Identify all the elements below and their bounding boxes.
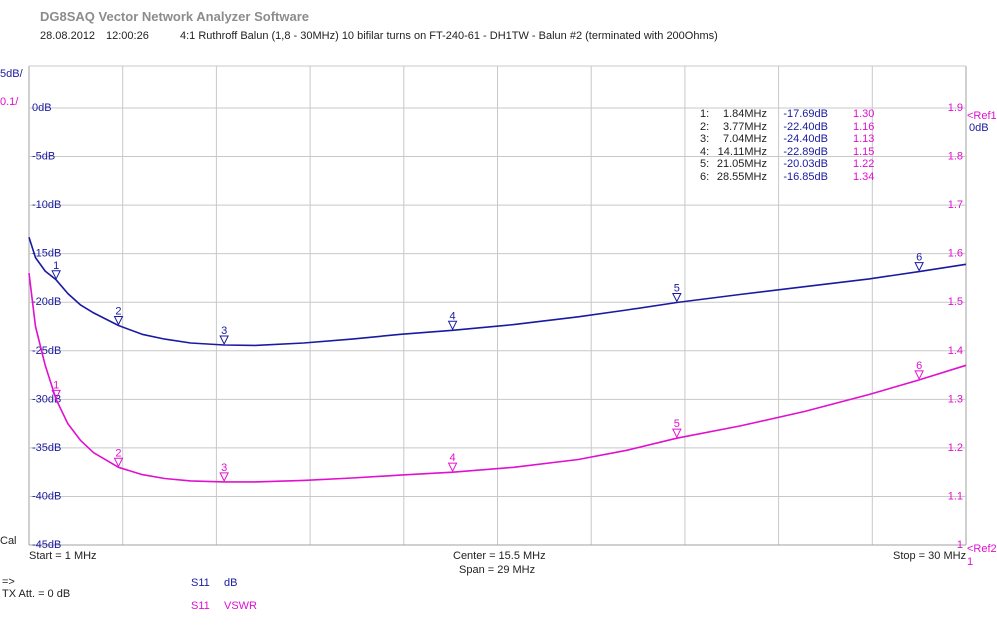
marker-id: 4: <box>700 145 710 158</box>
legend-trace1-param[interactable]: S11 <box>191 577 210 589</box>
marker-id: 1: <box>700 108 710 120</box>
marker-vswr-label: 5 <box>674 418 680 430</box>
right-tick-label: 1.7 <box>948 199 963 211</box>
marker-vswr-label: 2 <box>115 447 121 459</box>
marker-freq: 21.05MHz <box>716 158 767 171</box>
trace-s11-vswr <box>28 273 967 483</box>
marker-db-label: 5 <box>674 283 680 295</box>
left-tick-label: -20dB <box>32 296 61 308</box>
app-title: DG8SAQ Vector Network Analyzer Software <box>40 9 309 24</box>
right-tick-label: 1.8 <box>948 151 963 163</box>
x-start-label: Start = 1 MHz <box>29 550 97 562</box>
marker-db-label: 2 <box>115 306 121 318</box>
marker-vswr: 1.13 <box>853 133 875 146</box>
x-span-label: Span = 29 MHz <box>459 564 536 576</box>
marker-id: 3: <box>700 133 710 146</box>
marker-vswr-triangle <box>51 389 61 400</box>
marker-freq: 1.84MHz <box>722 108 767 120</box>
status-arrow: => <box>2 576 15 588</box>
marker-db: -20.03dB <box>783 158 828 171</box>
marker-db-triangle <box>447 320 458 331</box>
marker-db-label: 3 <box>221 325 227 337</box>
marker-db: -22.89dB <box>783 145 828 158</box>
ref1-value: 0dB <box>969 122 989 134</box>
right-tick-label: 1.9 <box>948 102 963 114</box>
traces <box>28 236 967 483</box>
marker-vswr: 1.30 <box>853 108 875 120</box>
right-tick-label: 1.6 <box>948 248 963 260</box>
right-tick-label: 1 <box>957 539 963 551</box>
cal-label: Cal <box>0 535 17 547</box>
marker-vswr: 1.22 <box>853 158 875 171</box>
marker-freq: 3.77MHz <box>722 120 767 133</box>
right-tick-label: 1.3 <box>948 393 963 405</box>
marker-db-triangle <box>51 270 61 280</box>
marker-vswr-triangle <box>672 428 682 439</box>
chart-grid <box>28 65 967 546</box>
marker-vswr-triangle <box>447 462 458 473</box>
left-tick-label: -25dB <box>32 345 61 357</box>
ref2-value: 1 <box>967 556 973 568</box>
left-tick-label: -40dB <box>32 490 61 502</box>
marker-db-triangle <box>914 262 924 272</box>
marker-id: 2: <box>700 120 710 133</box>
legend-trace2-format[interactable]: VSWR <box>224 600 257 612</box>
marker-db-label: 1 <box>53 260 59 272</box>
left-tick-label: -10dB <box>32 199 61 211</box>
marker-vswr-triangle <box>914 370 924 381</box>
tx-attenuation: TX Att. = 0 dB <box>2 588 71 600</box>
right-tick-label: 1.4 <box>948 345 963 357</box>
marker-db-triangle <box>219 335 229 346</box>
marker-db-triangle <box>672 293 682 303</box>
left-tick-label: -45dB <box>32 539 61 551</box>
measurement-date: 28.08.2012 <box>40 30 96 42</box>
legend-trace1-format[interactable]: dB <box>224 577 238 589</box>
marker-vswr-triangle <box>113 457 124 468</box>
right-tick-label: 1.1 <box>948 490 963 502</box>
marker-db-triangle <box>113 316 124 326</box>
marker-db: -16.85dB <box>783 170 828 183</box>
marker-id: 6: <box>700 170 710 183</box>
marker-db-label: 4 <box>450 310 456 322</box>
marker-vswr: 1.15 <box>853 145 875 158</box>
marker-vswr-label: 3 <box>221 462 227 474</box>
left-tick-label: -35dB <box>32 442 61 454</box>
marker-vswr: 1.34 <box>853 170 875 183</box>
marker-layer: 1 1 2 2 3 3 4 4 5 5 6 6 <box>51 252 924 482</box>
ref1-label: <Ref1 <box>967 110 997 122</box>
x-stop-label: Stop = 30 MHz <box>893 550 967 562</box>
left-scale-label-2: 0.1/ <box>0 96 19 108</box>
marker-freq: 14.11MHz <box>717 145 767 158</box>
axis-labels: 5dB/0.1/0dB -5dB -10dB -15dB -20dB -25dB -30dB… <box>0 68 997 568</box>
marker-vswr-label: 4 <box>450 452 456 464</box>
legend-trace2-param[interactable]: S11 <box>191 600 210 612</box>
left-tick-label: -5dB <box>32 151 55 163</box>
left-scale-label: 5dB/ <box>0 68 24 80</box>
marker-id: 5: <box>700 158 710 171</box>
ref2-label: <Ref2 <box>967 543 997 555</box>
marker-db: -17.69dB <box>783 108 828 120</box>
measurement-time: 12:00:26 <box>106 30 149 42</box>
marker-vswr-label: 6 <box>916 360 922 372</box>
x-center-label: Center = 15.5 MHz <box>453 550 546 562</box>
marker-freq: 28.55MHz <box>716 170 767 183</box>
measurement-description: 4:1 Ruthroff Balun (1,8 - 30MHz) 10 bifi… <box>180 30 718 42</box>
marker-db: -24.40dB <box>783 133 828 146</box>
marker-freq: 7.04MHz <box>722 133 767 146</box>
left-tick-label: -15dB <box>32 248 61 260</box>
marker-db: -22.40dB <box>783 120 828 133</box>
right-tick-label: 1.5 <box>948 296 963 308</box>
marker-vswr-label: 1 <box>53 379 59 391</box>
marker-vswr-triangle <box>219 472 229 482</box>
left-tick-label: 0dB <box>32 102 52 114</box>
marker-db-label: 6 <box>916 252 922 264</box>
left-tick-label: -30dB <box>32 393 61 405</box>
trace-s11-db <box>28 236 967 347</box>
marker-vswr: 1.16 <box>853 120 875 133</box>
right-tick-label: 1.2 <box>948 442 963 454</box>
